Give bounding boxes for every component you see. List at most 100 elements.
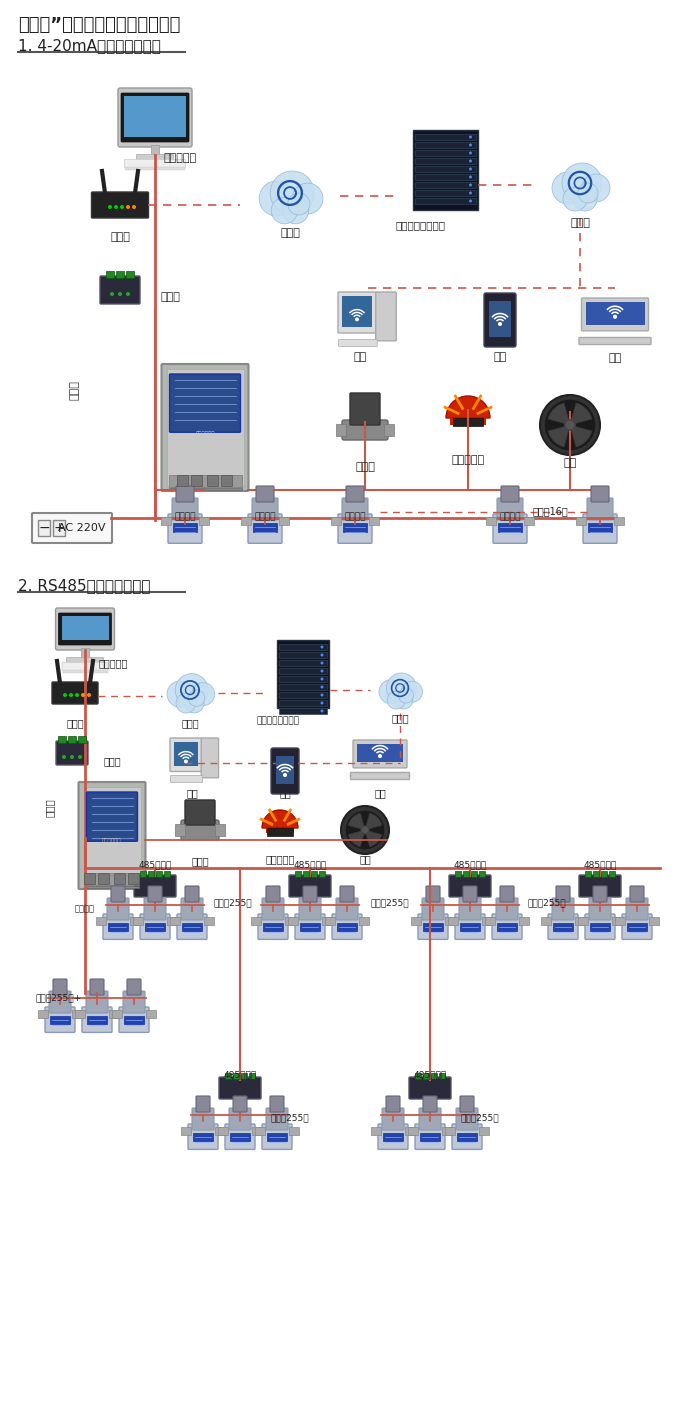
Bar	[267, 1133, 287, 1141]
FancyBboxPatch shape	[501, 485, 519, 502]
Circle shape	[126, 293, 130, 295]
FancyBboxPatch shape	[219, 1076, 261, 1099]
FancyBboxPatch shape	[342, 421, 388, 440]
Bar	[615, 917, 625, 924]
Text: 互联网: 互联网	[391, 713, 409, 723]
FancyBboxPatch shape	[587, 498, 613, 521]
Wedge shape	[570, 425, 592, 447]
Circle shape	[259, 182, 295, 217]
Bar	[279, 668, 327, 674]
FancyBboxPatch shape	[463, 886, 477, 902]
FancyBboxPatch shape	[497, 498, 523, 521]
Circle shape	[356, 318, 358, 321]
Circle shape	[565, 419, 575, 431]
Bar	[249, 1074, 255, 1079]
FancyBboxPatch shape	[382, 1107, 404, 1130]
Bar	[614, 516, 624, 525]
FancyBboxPatch shape	[196, 1096, 210, 1112]
FancyBboxPatch shape	[82, 1007, 112, 1033]
FancyBboxPatch shape	[418, 915, 448, 940]
FancyBboxPatch shape	[419, 1107, 441, 1130]
FancyBboxPatch shape	[55, 608, 115, 650]
Text: 报警控制主机: 报警控制主机	[102, 839, 122, 844]
FancyBboxPatch shape	[332, 915, 362, 940]
Circle shape	[321, 702, 323, 705]
Bar	[442, 1127, 452, 1135]
Text: 单机版电脑: 单机版电脑	[98, 658, 127, 668]
Bar	[414, 166, 475, 172]
Bar	[414, 151, 475, 156]
FancyBboxPatch shape	[266, 1107, 288, 1130]
Bar	[420, 1133, 440, 1141]
Text: 声光报警器: 声光报警器	[265, 854, 295, 864]
Bar	[575, 917, 585, 924]
FancyBboxPatch shape	[299, 898, 321, 920]
Circle shape	[469, 152, 472, 155]
Bar	[319, 871, 325, 877]
Text: 电磁阀: 电磁阀	[355, 461, 375, 471]
Bar	[169, 476, 241, 487]
Bar	[161, 516, 171, 525]
Bar	[383, 1133, 403, 1141]
Bar	[85, 872, 139, 885]
FancyBboxPatch shape	[456, 1107, 478, 1130]
Text: 信号输出: 信号输出	[499, 512, 521, 521]
Circle shape	[469, 191, 472, 194]
Text: 信号输出: 信号输出	[344, 512, 365, 521]
Bar	[133, 917, 143, 924]
Bar	[325, 917, 335, 924]
Bar	[276, 756, 294, 784]
FancyBboxPatch shape	[340, 886, 354, 902]
Circle shape	[108, 205, 112, 210]
FancyBboxPatch shape	[630, 886, 644, 902]
Bar	[81, 649, 89, 660]
Circle shape	[345, 810, 385, 850]
Wedge shape	[262, 810, 298, 827]
FancyBboxPatch shape	[342, 498, 368, 521]
Bar	[463, 871, 469, 877]
FancyBboxPatch shape	[119, 1007, 149, 1033]
Wedge shape	[365, 813, 382, 830]
Circle shape	[544, 400, 596, 452]
Bar	[541, 917, 551, 924]
Circle shape	[188, 689, 205, 706]
Text: 手机: 手机	[494, 352, 507, 362]
FancyBboxPatch shape	[129, 874, 139, 885]
Bar	[300, 923, 320, 931]
Text: 485中继器: 485中继器	[583, 860, 617, 870]
Bar	[87, 1016, 107, 1024]
Bar	[414, 198, 475, 204]
FancyBboxPatch shape	[162, 364, 248, 491]
Text: 电脑: 电脑	[186, 788, 198, 798]
Circle shape	[379, 680, 403, 704]
FancyBboxPatch shape	[125, 159, 186, 167]
Bar	[369, 516, 379, 525]
Bar	[279, 675, 327, 682]
FancyBboxPatch shape	[589, 898, 611, 920]
Bar	[450, 418, 486, 425]
Bar	[479, 1127, 489, 1135]
Text: 风机: 风机	[564, 459, 577, 469]
Circle shape	[321, 670, 323, 673]
Bar	[448, 917, 458, 924]
Bar	[146, 1010, 156, 1019]
FancyBboxPatch shape	[181, 820, 219, 840]
Bar	[140, 871, 146, 877]
Bar	[277, 640, 329, 708]
Circle shape	[398, 688, 414, 704]
FancyBboxPatch shape	[32, 514, 112, 543]
Bar	[255, 1127, 265, 1135]
Circle shape	[87, 694, 91, 696]
Bar	[124, 96, 186, 136]
Bar	[553, 923, 573, 931]
Bar	[524, 516, 534, 525]
Text: 可连接255台: 可连接255台	[528, 898, 566, 908]
Bar	[241, 516, 251, 525]
FancyBboxPatch shape	[115, 874, 125, 885]
FancyBboxPatch shape	[87, 792, 137, 841]
Bar	[96, 917, 106, 924]
FancyBboxPatch shape	[134, 875, 176, 898]
Text: 手机: 手机	[279, 788, 291, 798]
FancyBboxPatch shape	[78, 782, 146, 889]
Text: 可连接255台: 可连接255台	[271, 1113, 309, 1121]
